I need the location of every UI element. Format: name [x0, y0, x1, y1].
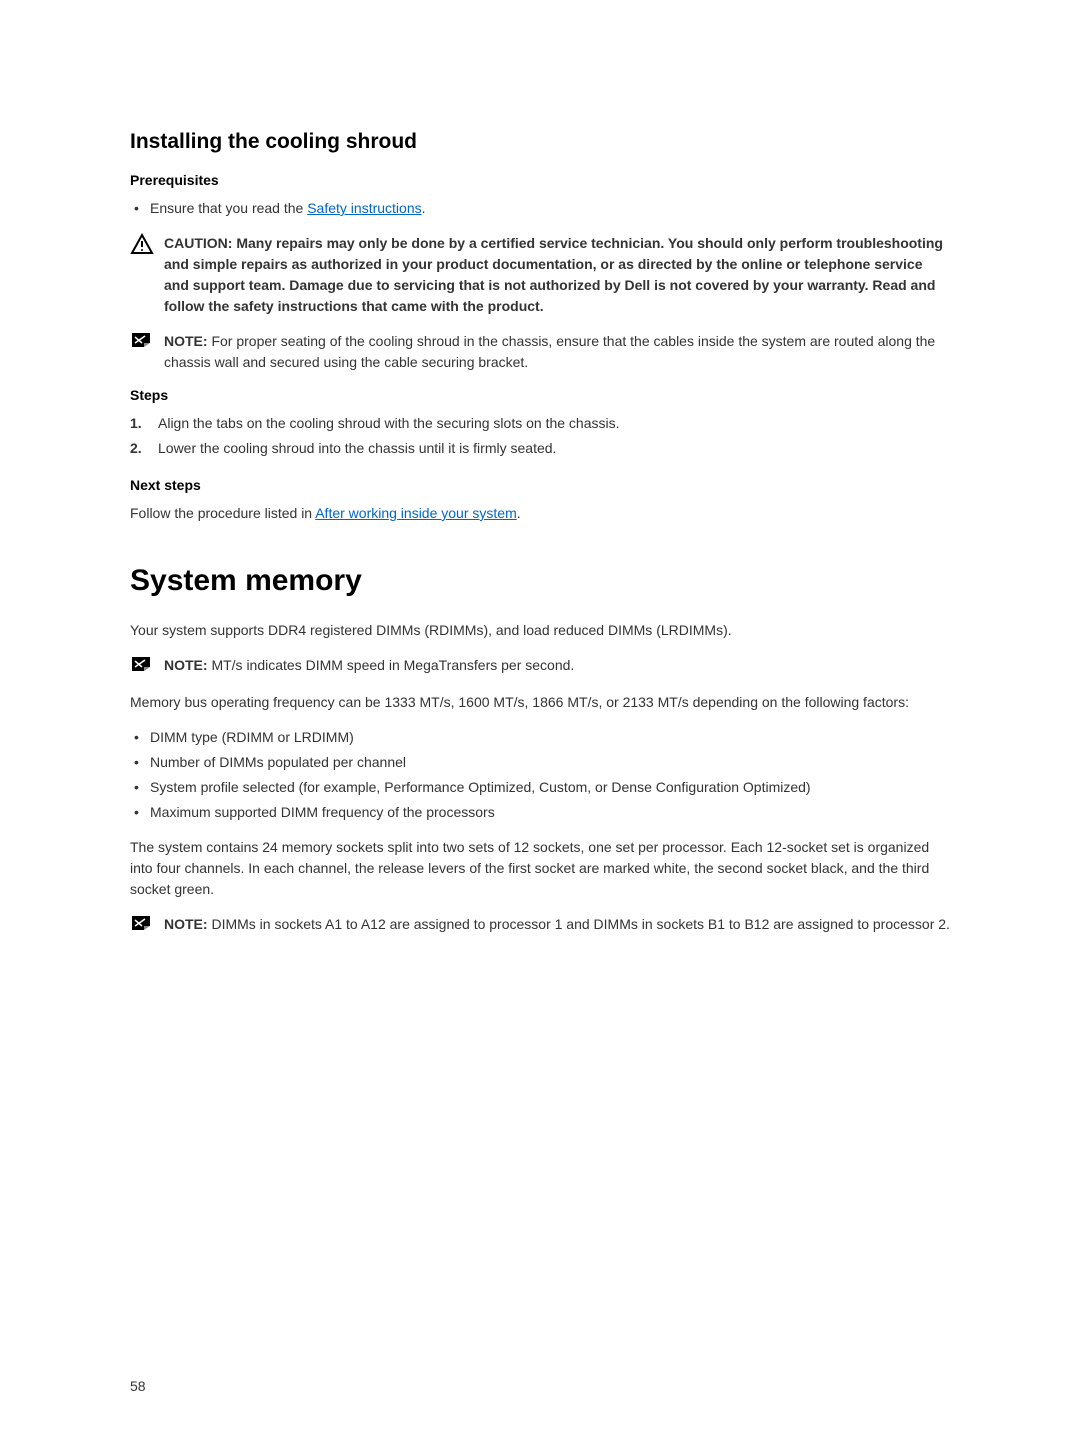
note-label: NOTE: [164, 333, 211, 349]
note1-text-block: NOTE: For proper seating of the cooling … [164, 331, 950, 373]
prerequisites-label: Prerequisites [130, 172, 950, 188]
step-1: 1. Align the tabs on the cooling shroud … [130, 413, 950, 434]
note3-body: DIMMs in sockets A1 to A12 are assigned … [211, 916, 949, 932]
note-block-3: NOTE: DIMMs in sockets A1 to A12 are ass… [130, 914, 950, 937]
note-label: NOTE: [164, 657, 211, 673]
step2-text: Lower the cooling shroud into the chassi… [158, 440, 556, 456]
safety-link[interactable]: Safety instructions [307, 200, 421, 216]
freq-text: Memory bus operating frequency can be 13… [130, 692, 950, 713]
caution-body: Many repairs may only be done by a certi… [164, 235, 943, 314]
step-2: 2. Lower the cooling shroud into the cha… [130, 438, 950, 459]
bullet-max-freq: Maximum supported DIMM frequency of the … [130, 802, 950, 823]
factors-list: DIMM type (RDIMM or LRDIMM) Number of DI… [130, 727, 950, 823]
note1-body: For proper seating of the cooling shroud… [164, 333, 935, 370]
note2-text-block: NOTE: MT/s indicates DIMM speed in MegaT… [164, 655, 574, 676]
note2-body: MT/s indicates DIMM speed in MegaTransfe… [211, 657, 574, 673]
next-steps-text: Follow the procedure listed in After wor… [130, 503, 950, 524]
note-block-2: NOTE: MT/s indicates DIMM speed in MegaT… [130, 655, 950, 678]
section-heading: Installing the cooling shroud [130, 130, 950, 154]
next-suffix: . [517, 505, 521, 521]
prereq-text-prefix: Ensure that you read the [150, 200, 307, 216]
step1-text: Align the tabs on the cooling shroud wit… [158, 415, 620, 431]
step1-num: 1. [130, 413, 142, 434]
note-icon [130, 914, 158, 937]
next-prefix: Follow the procedure listed in [130, 505, 315, 521]
next-steps-label: Next steps [130, 477, 950, 493]
step2-num: 2. [130, 438, 142, 459]
intro-text: Your system supports DDR4 registered DIM… [130, 620, 950, 641]
bullet-num-dimms: Number of DIMMs populated per channel [130, 752, 950, 773]
caution-icon [130, 233, 158, 260]
caution-label: CAUTION: [164, 235, 236, 251]
caution-text: CAUTION: Many repairs may only be done b… [164, 233, 950, 317]
sockets-text: The system contains 24 memory sockets sp… [130, 837, 950, 900]
prerequisites-list: Ensure that you read the Safety instruct… [130, 198, 950, 219]
bullet-profile: System profile selected (for example, Pe… [130, 777, 950, 798]
note-icon [130, 655, 158, 678]
main-heading: System memory [130, 564, 950, 598]
prereq-bullet: Ensure that you read the Safety instruct… [130, 198, 950, 219]
note-icon [130, 331, 158, 354]
note-block-1: NOTE: For proper seating of the cooling … [130, 331, 950, 373]
bullet-dimm-type: DIMM type (RDIMM or LRDIMM) [130, 727, 950, 748]
caution-block: CAUTION: Many repairs may only be done b… [130, 233, 950, 317]
prereq-suffix: . [422, 200, 426, 216]
note3-text-block: NOTE: DIMMs in sockets A1 to A12 are ass… [164, 914, 950, 935]
page-number: 58 [130, 1378, 146, 1394]
after-working-link[interactable]: After working inside your system [315, 505, 517, 521]
steps-label: Steps [130, 387, 950, 403]
note-label: NOTE: [164, 916, 211, 932]
